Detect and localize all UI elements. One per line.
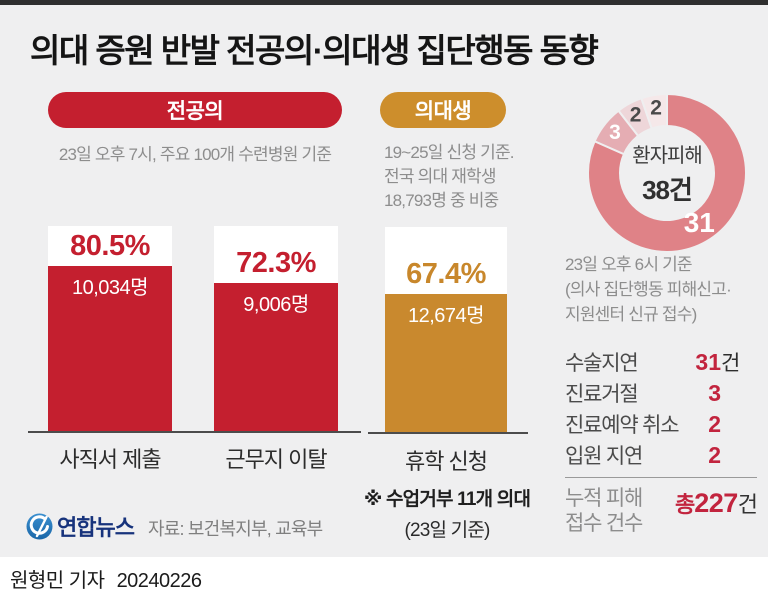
stat-label: 수술지연 bbox=[565, 352, 639, 375]
bar-percent-label: 72.3% bbox=[236, 247, 316, 279]
residents-badge: 전공의 bbox=[48, 92, 342, 128]
stat-value-group: 3 bbox=[681, 380, 741, 407]
donut-segment-value: 3 bbox=[609, 121, 621, 144]
reporter-name: 원형민 기자 bbox=[10, 570, 105, 592]
damage-stats-list: 수술지연 31 건 진료거절 3 진료예약 취소 2 입원 지연 2 bbox=[565, 347, 741, 471]
stat-row-surgery-delay: 수술지연 31 건 bbox=[565, 347, 741, 378]
footer-byline: 원형민 기자 20240226 bbox=[10, 564, 202, 593]
stat-value: 2 bbox=[708, 442, 721, 468]
damage-caption-line3: 지원센터 신규 접수) bbox=[565, 305, 697, 324]
footnote-line2: (23일 기준) bbox=[404, 520, 490, 541]
residents-subtitle: 23일 오후 7시, 주요 100개 수련병원 기준 bbox=[58, 145, 332, 164]
bar-category-leave: 휴학 신청 bbox=[404, 449, 488, 474]
stat-value: 2 bbox=[708, 411, 721, 437]
donut-segment-입원 지연 bbox=[640, 92, 668, 130]
total-label-line2: 접수 건수 bbox=[565, 512, 643, 535]
students-subtitle-line2: 전국 의대 재학생 bbox=[384, 167, 497, 186]
total-value-group: 총 227 건 bbox=[674, 487, 758, 536]
stat-label: 진료거절 bbox=[565, 383, 639, 406]
bar-count-label: 10,034명 bbox=[71, 277, 149, 299]
stats-divider bbox=[565, 477, 757, 478]
donut-segment-value: 2 bbox=[630, 103, 642, 126]
bar-fill: 10,034명 bbox=[48, 266, 172, 431]
stat-label: 진료예약 취소 bbox=[565, 414, 680, 437]
damage-caption-line2: (의사 집단행동 피해신고· bbox=[565, 280, 732, 299]
stat-label: 입원 지연 bbox=[565, 445, 643, 468]
total-value: 227 bbox=[694, 488, 738, 518]
damage-caption-line1: 23일 오후 6시 기준 bbox=[565, 255, 693, 274]
stat-value: 31 bbox=[695, 349, 721, 375]
donut-segment-수술지연 bbox=[587, 92, 747, 253]
brand-row: 연합뉴스 bbox=[26, 510, 135, 542]
students-footnote: ※ 수업거부 11개 의대 (23일 기준) bbox=[352, 484, 542, 542]
stat-row-treatment-refusal: 진료거절 3 bbox=[565, 378, 741, 409]
stat-row-appointment-cancel: 진료예약 취소 2 bbox=[565, 409, 741, 440]
axis-baseline-students bbox=[368, 432, 528, 434]
bar-count-label: 12,674명 bbox=[407, 305, 485, 327]
bar-count-label: 9,006명 bbox=[243, 294, 309, 316]
total-suffix: 건 bbox=[737, 492, 758, 517]
stat-value: 3 bbox=[708, 380, 721, 406]
students-subtitle-line1: 19~25일 신청 기준. bbox=[384, 143, 515, 162]
students-subtitle: 19~25일 신청 기준. 전국 의대 재학생 18,793명 중 비중 bbox=[384, 141, 515, 213]
bar-category-left-workplace: 근무지 이탈 bbox=[225, 447, 327, 472]
bar-left-workplace: 9,006명 72.3% bbox=[214, 226, 338, 431]
students-badge: 의대생 bbox=[380, 92, 506, 128]
patient-damage-donut-chart: 31 3 2 2 환자피해 38건 bbox=[587, 92, 747, 253]
footnote-line1: ※ 수업거부 11개 의대 bbox=[363, 489, 531, 510]
total-prefix: 총 bbox=[674, 492, 695, 517]
brand-name: 연합뉴스 bbox=[57, 515, 135, 540]
bar-leave-of-absence: 12,674명 67.4% bbox=[385, 227, 507, 432]
top-border-strip bbox=[0, 0, 768, 5]
stat-suffix: 건 bbox=[721, 352, 740, 375]
bar-resignation-submitted: 10,034명 80.5% bbox=[48, 226, 172, 431]
source-credit: 자료: 보건복지부, 교육부 bbox=[148, 519, 323, 539]
bar-fill: 9,006명 bbox=[214, 283, 338, 431]
stat-value-group: 31 건 bbox=[681, 347, 741, 377]
stat-value-group: 2 bbox=[681, 411, 741, 438]
damage-total-row: 누적 피해 접수 건수 총 227 건 bbox=[565, 486, 758, 536]
bar-percent-label: 67.4% bbox=[406, 258, 486, 290]
publish-date: 20240226 bbox=[116, 570, 202, 592]
damage-caption: 23일 오후 6시 기준 (의사 집단행동 피해신고· 지원센터 신규 접수) bbox=[565, 252, 732, 327]
stat-row-admission-delay: 입원 지연 2 bbox=[565, 440, 741, 471]
page-title: 의대 증원 반발 전공의·의대생 집단행동 동향 bbox=[30, 32, 599, 69]
footer-bar: 원형민 기자 20240226 bbox=[0, 557, 768, 600]
total-label-line1: 누적 피해 bbox=[565, 487, 643, 510]
bar-fill: 12,674명 bbox=[385, 294, 507, 432]
total-label: 누적 피해 접수 건수 bbox=[565, 486, 643, 536]
donut-segment-value: 2 bbox=[650, 96, 662, 119]
stat-value-group: 2 bbox=[681, 442, 741, 469]
yonhap-logo-icon bbox=[26, 513, 53, 539]
students-subtitle-line3: 18,793명 중 비중 bbox=[384, 191, 499, 210]
axis-baseline-residents bbox=[28, 431, 361, 433]
bar-category-resignation: 사직서 제출 bbox=[59, 447, 161, 472]
bar-percent-label: 80.5% bbox=[70, 230, 150, 262]
donut-segment-value: 31 bbox=[684, 207, 715, 238]
